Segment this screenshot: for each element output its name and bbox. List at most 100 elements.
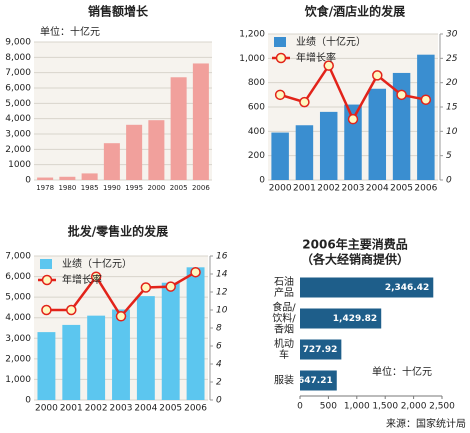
bar: [126, 124, 143, 180]
x-tick-label: 2003: [342, 184, 365, 194]
bar: [87, 315, 106, 400]
y-tick-label: 服装: [274, 374, 294, 387]
y2-tick-label: 12: [216, 288, 228, 298]
y2-tick-label: 8: [216, 324, 222, 334]
y-tick-label: 800: [248, 78, 265, 88]
bar: [81, 173, 98, 180]
x-tick-label: 1990: [103, 184, 121, 192]
x-tick-label: 2005: [159, 404, 182, 414]
legend-swatch: [274, 37, 286, 47]
y-tick-label: 0: [25, 396, 31, 406]
y-tick-label: 400: [248, 127, 265, 137]
x-tick-label: 2002: [317, 184, 340, 194]
y-tick-label: 6,000: [5, 84, 31, 94]
y-tick-label: 2,000: [5, 145, 31, 155]
y-tick-label: 石油产品: [274, 275, 294, 299]
y-tick-label: 600: [248, 103, 265, 113]
subtitle: 单位：十亿元: [40, 25, 100, 38]
bar: [192, 63, 209, 180]
y-tick-label: 4,000: [5, 313, 31, 323]
bar: [295, 125, 314, 180]
bar: [186, 267, 205, 400]
line-marker: [420, 94, 432, 105]
bar: [417, 54, 435, 180]
x-tick-label: 1995: [125, 184, 143, 192]
line-marker: [165, 281, 176, 292]
bar: [59, 176, 76, 180]
x-tick-label: 0: [297, 402, 303, 412]
bar: [319, 111, 338, 180]
line-marker: [299, 96, 310, 108]
bar: [368, 88, 387, 180]
line-marker: [140, 282, 152, 293]
y-tick-label: 1,000: [239, 54, 265, 64]
bar: [344, 104, 362, 180]
y-tick-label: 200: [248, 151, 265, 161]
bar: [300, 339, 342, 360]
legend-marker: [275, 52, 287, 64]
x-tick-label: 2,000: [401, 402, 427, 412]
y-tick-label: 1,200: [239, 30, 265, 40]
y-tick-label: 3,000: [5, 334, 31, 344]
line-marker: [190, 266, 201, 278]
x-tick-label: 2006: [414, 184, 437, 194]
y2-tick-label: 14: [216, 270, 228, 280]
line-marker: [323, 60, 334, 71]
x-tick-label: 2006: [192, 184, 210, 192]
y2-tick-label: 5: [446, 151, 452, 161]
chart-title: 饮食/酒店业的发展: [304, 4, 405, 19]
line-marker: [90, 271, 102, 282]
y2-tick-label: 4: [216, 360, 222, 370]
y-tick-label: 7,000: [5, 252, 31, 262]
source: 来源：国家统计局: [386, 417, 466, 430]
x-tick-label: 2002: [85, 404, 108, 414]
x-tick-label: 500: [320, 402, 337, 412]
y-tick-label: 5,000: [5, 293, 31, 303]
bar: [392, 72, 411, 180]
x-tick-label: 2,500: [429, 402, 455, 412]
value-label: 727.92: [303, 345, 338, 355]
x-tick-label: 2005: [170, 184, 188, 192]
y-tick-label: 4,000: [5, 114, 31, 124]
chart-title: 批发/零售业的发展: [68, 224, 168, 239]
bar: [148, 120, 165, 180]
y-tick-label: 0: [25, 176, 31, 186]
line-marker: [347, 113, 359, 125]
chart-title: 销售额增长: [88, 4, 149, 19]
bar: [300, 277, 434, 298]
chart-title: 2006年主要消费品（各大经销商提供）: [301, 236, 409, 266]
y-tick-label: 食品/饮料/香烟: [272, 301, 296, 336]
y-tick-label: 9,000: [5, 38, 31, 48]
bar: [37, 332, 56, 400]
y2-tick-label: 10: [446, 127, 458, 137]
x-tick-label: 1978: [36, 184, 54, 192]
note: 单位：十亿元: [372, 365, 432, 378]
y2-tick-label: 6: [216, 342, 222, 352]
y2-tick-label: 30: [446, 30, 458, 40]
legend-label: 年增长率: [296, 51, 336, 64]
bar: [37, 177, 54, 180]
y-tick-label: 6,000: [5, 272, 31, 282]
bar: [300, 308, 382, 329]
bar: [62, 324, 81, 400]
x-tick-label: 2003: [110, 404, 133, 414]
bar: [170, 77, 187, 180]
x-tick-label: 2005: [390, 184, 413, 194]
legend-label: 年增长率: [62, 273, 102, 286]
y2-tick-label: 10: [216, 306, 228, 316]
value-label: 1,429.82: [333, 314, 377, 324]
value-label: 2,346.42: [385, 283, 429, 293]
y-tick-label: 1,000: [5, 375, 31, 385]
y-tick-label: 2,000: [5, 354, 31, 364]
value-label: 647.21: [298, 376, 333, 386]
line-marker: [274, 89, 286, 101]
bar: [161, 282, 180, 400]
line-marker: [41, 304, 52, 316]
bar: [112, 309, 130, 400]
line-marker: [66, 304, 77, 316]
y2-tick-label: 15: [446, 103, 458, 113]
line-marker: [396, 89, 407, 101]
bar: [300, 370, 337, 391]
line-marker: [372, 70, 383, 81]
